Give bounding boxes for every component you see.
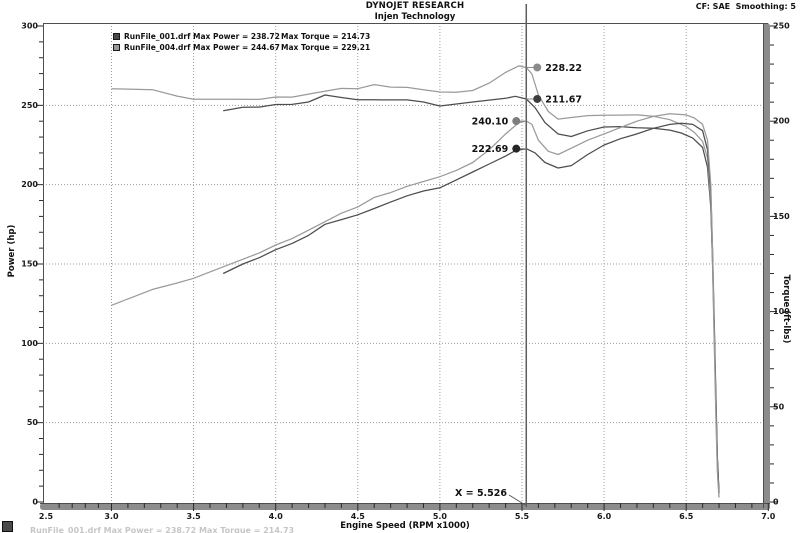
- power-tick-label: 200: [21, 180, 38, 189]
- legend-row-run1: RunFile_001.drf Max Power = 238.72 Max T…: [113, 31, 370, 42]
- power-axis-title: Power (hp): [7, 224, 17, 278]
- power-tick-label: 100: [21, 339, 38, 348]
- rpm-tick-label: 5.5: [515, 512, 530, 521]
- torque-tick-label: 0: [773, 498, 779, 507]
- torque-tick-label: 100: [773, 307, 790, 316]
- axis-ticks: [36, 25, 777, 511]
- legend-row-run4: RunFile_004.drf Max Power = 244.67 Max T…: [113, 42, 370, 53]
- cursor-x-annotation: X = 5.526: [455, 488, 507, 499]
- gridlines: [43, 23, 763, 502]
- run-curves: [111, 65, 720, 498]
- power-tick-label: 300: [21, 22, 38, 31]
- torque-tick-label: 200: [773, 117, 790, 126]
- legend: RunFile_001.drf Max Power = 238.72 Max T…: [113, 31, 370, 53]
- rpm-tick-label: 5.0: [433, 512, 448, 521]
- power-curve-RunFile_001.drf: [222, 122, 720, 493]
- cursor-dot-228.22: [533, 63, 542, 72]
- cursor-value-label: 240.10: [472, 117, 509, 128]
- rpm-tick-label: 2.5: [39, 512, 54, 521]
- partial-legend-swatch: [2, 521, 13, 532]
- cursor-dot-222.69: [512, 144, 521, 153]
- rpm-tick-label: 3.0: [104, 512, 119, 521]
- torque-tick-label: 50: [773, 402, 785, 411]
- legend-swatch-run1: [113, 33, 120, 40]
- torque-axis-title: Torque (ft-lbs): [781, 274, 791, 344]
- torque-tick-label: 250: [773, 22, 790, 31]
- cursor-markers: 228.22 211.67 240.10 222.69: [472, 63, 582, 155]
- torque-curve-RunFile_001.drf: [223, 94, 720, 494]
- partial-legend-text: RunFile_001.drf Max Power = 238.72 Max T…: [30, 526, 295, 533]
- plot-border: [40, 23, 770, 510]
- torque-tick-label: 150: [773, 212, 790, 221]
- rpm-tick-label: 7.0: [761, 512, 776, 521]
- cursor-value-label: 228.22: [545, 63, 582, 74]
- rpm-tick-label: 6.5: [679, 512, 694, 521]
- cursor-value-label: 222.69: [472, 144, 509, 155]
- power-tick-label: 0: [32, 498, 38, 507]
- legend-run4-max-torque: Max Torque = 229.21: [281, 43, 371, 52]
- power-tick-label: 50: [27, 418, 39, 427]
- axis-tick-labels: 0 50 100 150 200 250 300 0 50 100 150 200 250 2.5 3.0 3…: [21, 22, 790, 522]
- cursor-dot-211.67: [533, 94, 542, 103]
- legend-run4-file-power: RunFile_004.drf Max Power = 244.67: [124, 43, 280, 52]
- legend-run1-file-power: RunFile_001.drf Max Power = 238.72: [124, 32, 280, 41]
- rpm-tick-label: 4.0: [269, 512, 284, 521]
- rpm-tick-label: 4.5: [351, 512, 366, 521]
- cursor-annotation-connector: [508, 494, 526, 506]
- correction-smoothing-label: CF: SAE Smoothing: 5: [695, 2, 796, 11]
- page-title: DYNOJET RESEARCH: [365, 1, 465, 11]
- cursor-dot-240.10: [512, 117, 521, 126]
- legend-run1-max-torque: Max Torque = 214.73: [281, 32, 371, 41]
- page-subtitle: Injen Technology: [374, 12, 456, 22]
- torque-curve-RunFile_004.drf: [111, 65, 720, 498]
- power-tick-label: 250: [21, 101, 38, 110]
- x-axis-title: Engine Speed (RPM x1000): [340, 521, 470, 531]
- cursor-value-label: 211.67: [545, 94, 582, 105]
- power-curve-RunFile_004.drf: [111, 113, 720, 498]
- rpm-tick-label: 3.5: [187, 512, 202, 521]
- legend-swatch-run4: [113, 44, 120, 51]
- rpm-tick-label: 6.0: [597, 512, 612, 521]
- power-tick-label: 150: [21, 260, 38, 269]
